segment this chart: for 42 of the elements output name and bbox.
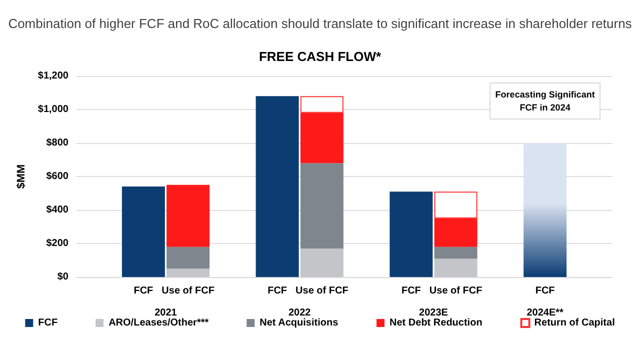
x-tick-label: FCF (268, 286, 288, 296)
text: 2023E (419, 308, 448, 318)
bar (434, 218, 478, 247)
bar (300, 248, 344, 277)
bar (256, 96, 299, 277)
bar (166, 184, 210, 247)
chart-subtitle: FREE CASH FLOW* (258, 49, 382, 64)
bar (390, 192, 433, 277)
y-tick-label: $1,000 (38, 104, 69, 115)
y-tick-label: $800 (46, 138, 69, 148)
bar (166, 268, 210, 277)
bar (300, 163, 344, 249)
x-tick-label: Use of FCF (429, 286, 482, 296)
bar (122, 186, 165, 277)
text: 2024E** (526, 308, 564, 318)
y-tick-label: $1,200 (38, 70, 69, 82)
legend-label: Net Debt Reduction (390, 318, 482, 328)
y-tick-label: $600 (46, 171, 69, 182)
y-axis-title: $MM (16, 164, 28, 189)
bar (524, 143, 567, 277)
bar (300, 96, 344, 113)
x-tick-label: FCF (535, 286, 555, 296)
x-tick-label: Use of FCF (296, 286, 348, 296)
legend-label: Return of Capital (534, 318, 616, 328)
bar (166, 246, 210, 269)
y-tick-label: $200 (46, 238, 69, 249)
legend-label: FCF (38, 318, 58, 328)
bar (300, 112, 344, 164)
legend-label: ARO/Leases/Other*** (108, 318, 209, 328)
annotation: Forecasting Significant FCF in 2024 (495, 90, 595, 112)
x-tick-label: FCF (401, 286, 421, 296)
legend-label: Net Acquisitions (260, 318, 339, 328)
x-tick-label: Use of FCF (162, 286, 214, 296)
x-tick-label: FCF (134, 286, 154, 296)
bar (434, 246, 478, 259)
text: 2022 (288, 308, 312, 318)
bar (434, 258, 478, 277)
chart-title: Combination of higher FCF and RoC allocation should translate to significant increase in shareholder returns (8, 16, 632, 31)
y-tick-label: $400 (46, 204, 69, 216)
bar (434, 192, 478, 218)
text: 2021 (154, 308, 178, 318)
y-tick-label: $0 (57, 272, 69, 282)
